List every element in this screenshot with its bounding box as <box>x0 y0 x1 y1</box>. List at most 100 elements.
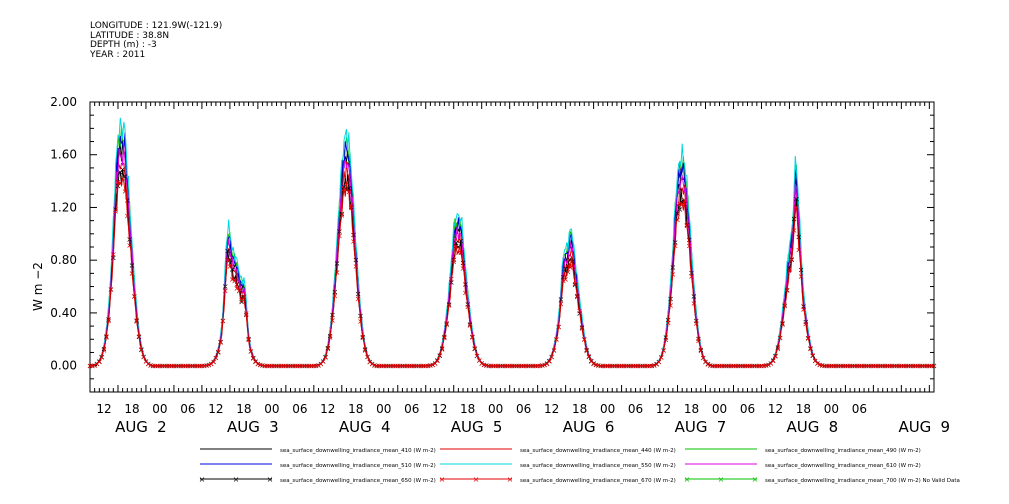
series-marker-6: × <box>882 362 889 371</box>
series-marker-7: × <box>404 362 411 371</box>
x-tick-label: 06 <box>404 402 419 416</box>
series-marker-6: × <box>677 205 684 214</box>
series-marker-6: × <box>625 362 632 371</box>
series-marker-7: × <box>278 362 285 371</box>
x-tick-label: 06 <box>516 402 531 416</box>
series-marker-7: × <box>434 357 441 366</box>
series-marker-7: × <box>684 221 691 230</box>
series-marker-7: × <box>378 362 385 371</box>
series-marker-7: × <box>730 362 737 371</box>
date-label-day: 5 <box>493 418 503 436</box>
series-marker-7: × <box>903 362 910 371</box>
series-marker-7: × <box>704 360 711 369</box>
legend-marker-7: × <box>507 475 514 484</box>
series-marker-7: × <box>753 362 760 371</box>
series-marker-7: × <box>625 362 632 371</box>
x-tick-label: 18 <box>236 402 251 416</box>
series-marker-7: × <box>294 362 301 371</box>
date-label-month: AUG <box>898 418 931 436</box>
series-marker-7: × <box>840 362 847 371</box>
series-marker-7: × <box>865 362 872 371</box>
series-marker-7: × <box>851 362 858 371</box>
series-marker-7: × <box>814 359 821 368</box>
series-marker-7: × <box>476 356 483 365</box>
series-marker-7: × <box>502 362 509 371</box>
series-marker-6: × <box>392 362 399 371</box>
date-label-month: AUG <box>451 418 484 436</box>
series-marker-7: × <box>516 362 523 371</box>
series-marker-7: × <box>614 362 621 371</box>
series-marker-7: × <box>150 362 157 371</box>
x-tick-label: 18 <box>348 402 363 416</box>
series-marker-7: × <box>257 361 264 370</box>
series-marker-7: × <box>896 362 903 371</box>
x-tick-label: 00 <box>376 402 391 416</box>
series-marker-7: × <box>301 362 308 371</box>
legend-marker-6: × <box>267 475 274 484</box>
series-marker-7: × <box>280 362 287 371</box>
series-marker-7: × <box>718 362 725 371</box>
series-marker-7: × <box>926 362 933 371</box>
series-marker-6: × <box>642 362 649 371</box>
series-marker-7: × <box>303 362 310 371</box>
series-marker-7: × <box>539 361 546 370</box>
series-marker-7: × <box>203 361 210 370</box>
series-marker-7: × <box>98 353 105 362</box>
series-marker-7: × <box>649 361 656 370</box>
legend-label-8: sea_surface_downwelling_irradiance_mean_… <box>765 478 960 484</box>
series-marker-6: × <box>413 362 420 371</box>
series-marker-6: × <box>637 362 644 371</box>
series-marker-6: × <box>791 215 798 224</box>
series-marker-6: × <box>725 362 732 371</box>
series-marker-7: × <box>324 345 331 354</box>
series-marker-7: × <box>117 179 124 188</box>
y-axis-label: W m −2 <box>31 262 45 311</box>
date-label-month: AUG <box>675 418 708 436</box>
x-tick-label: 00 <box>488 402 503 416</box>
series-marker-7: × <box>511 362 518 371</box>
series-marker-7: × <box>196 362 203 371</box>
series-marker-6: × <box>886 362 893 371</box>
series-marker-7: × <box>397 362 404 371</box>
series-marker-7: × <box>345 188 352 197</box>
series-marker-7: × <box>140 353 147 362</box>
series-marker-7: × <box>749 362 756 371</box>
series-marker-7: × <box>609 362 616 371</box>
series-marker-7: × <box>394 362 401 371</box>
series-marker-7: × <box>322 353 329 362</box>
series-marker-6: × <box>287 362 294 371</box>
series-marker-7: × <box>152 362 159 371</box>
series-marker-6: × <box>565 261 572 270</box>
series-marker-7: × <box>541 361 548 370</box>
series-marker-7: × <box>108 285 115 294</box>
series-marker-7: × <box>816 360 823 369</box>
series-marker-6: × <box>823 362 830 371</box>
series-marker-6: × <box>854 362 861 371</box>
date-label-month: AUG <box>227 418 260 436</box>
x-tick-label: 06 <box>740 402 755 416</box>
series-marker-7: × <box>122 187 129 196</box>
series-marker-6: × <box>495 362 502 371</box>
series-marker-7: × <box>245 336 252 345</box>
series-marker-7: × <box>497 362 504 371</box>
legend-label-3: sea_surface_downwelling_irradiance_mean_… <box>280 463 436 469</box>
series-marker-7: × <box>600 362 607 371</box>
series-marker-6: × <box>910 362 917 371</box>
series-marker-7: × <box>907 362 914 371</box>
series-marker-6: × <box>739 362 746 371</box>
date-label-month: AUG <box>787 418 820 436</box>
series-marker-6: × <box>152 362 159 371</box>
series-marker-7: × <box>432 359 439 368</box>
series-marker-7: × <box>551 346 558 355</box>
series-marker-7: × <box>691 299 698 308</box>
series-marker-6: × <box>310 362 317 371</box>
series-marker-6: × <box>530 362 537 371</box>
series-marker-6: × <box>851 362 858 371</box>
legend-marker-8: × <box>752 475 759 484</box>
date-label-day: 9 <box>941 418 951 436</box>
series-marker-6: × <box>513 362 520 371</box>
series-marker-6: × <box>376 362 383 371</box>
series-marker-7: × <box>863 362 870 371</box>
series-marker-7: × <box>161 362 168 371</box>
series-marker-6: × <box>821 362 828 371</box>
